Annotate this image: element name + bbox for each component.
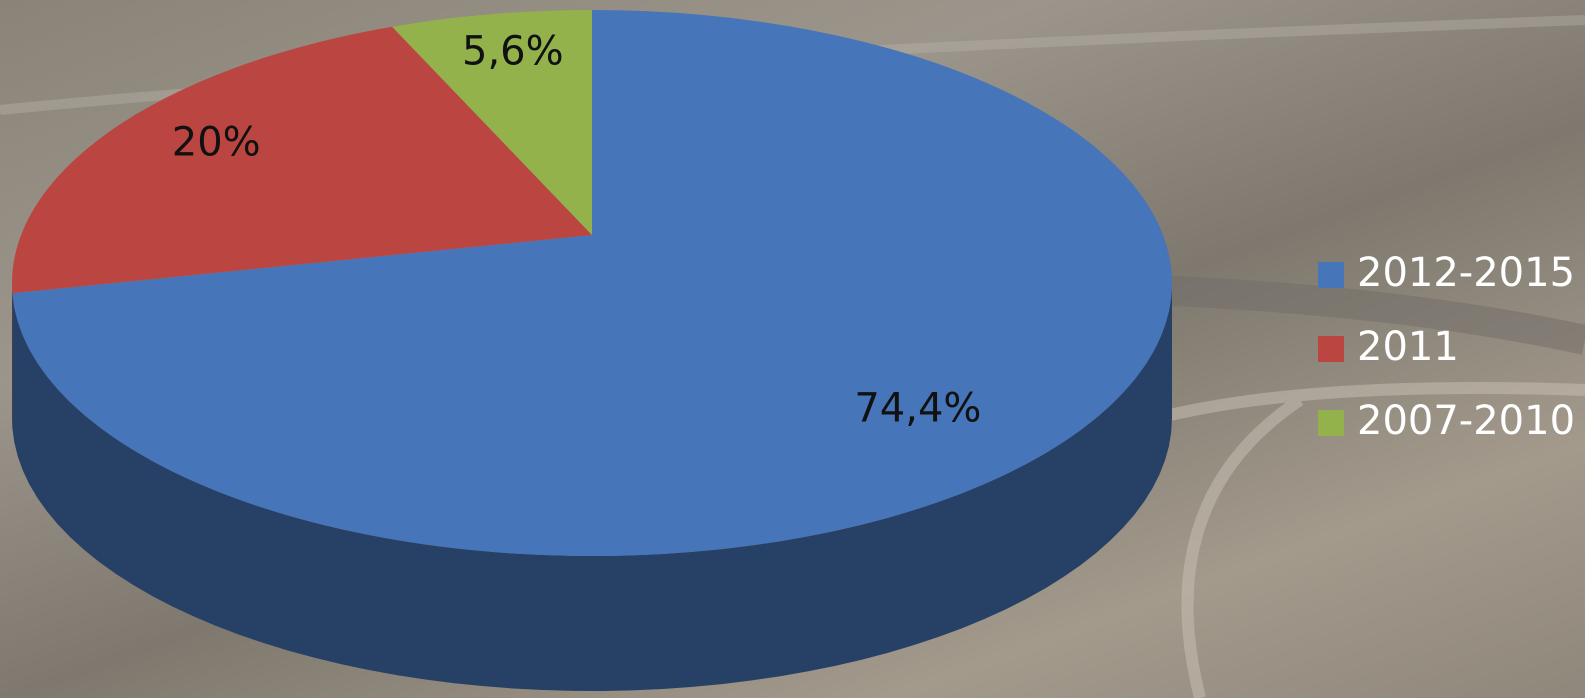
legend-label: 2007-2010 [1357,398,1575,444]
legend-swatch [1318,336,1344,362]
legend-label: 2012-2015 [1357,250,1575,296]
data-label: 20% [172,119,261,165]
slice [392,10,592,235]
data-label: 5,6% [462,28,564,74]
slice [12,26,593,294]
slice-side [12,283,1172,691]
legend-swatch [1318,410,1344,436]
legend-label: 2011 [1357,324,1459,370]
legend-swatch [1318,262,1344,288]
slice [12,10,1172,557]
data-label: 74,4% [854,386,981,432]
